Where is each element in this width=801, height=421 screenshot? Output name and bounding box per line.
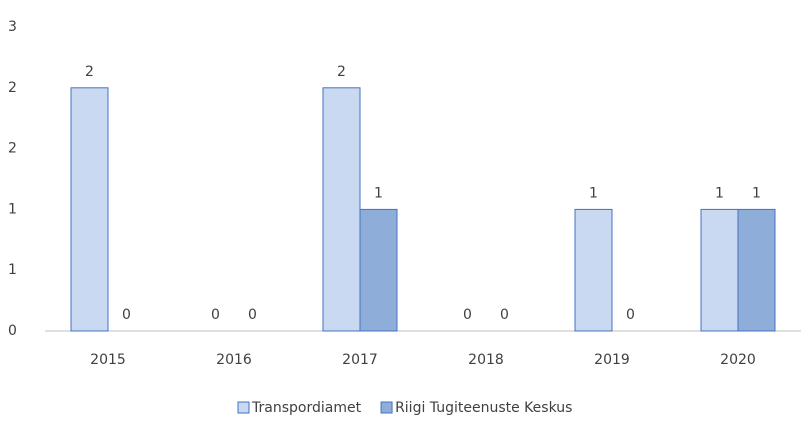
data-label: 0: [626, 307, 635, 323]
y-tick-label: 1: [8, 201, 17, 217]
legend-swatch: [237, 401, 250, 414]
data-label: 0: [463, 307, 472, 323]
bar: [737, 208, 776, 332]
bar: [359, 208, 398, 332]
data-label: 1: [752, 185, 761, 201]
bar: [70, 87, 109, 332]
data-label: 2: [337, 64, 346, 80]
y-tick-label: 1: [8, 262, 17, 278]
bar: [322, 87, 361, 332]
legend-label: Riigi Tugiteenuste Keskus: [395, 400, 572, 416]
x-tick-label: 2016: [216, 352, 252, 368]
data-label: 2: [85, 64, 94, 80]
legend-label: Transpordiamet: [251, 400, 362, 416]
data-label: 1: [715, 185, 724, 201]
data-label: 0: [500, 307, 509, 323]
data-label: 0: [248, 307, 257, 323]
y-tick-label: 0: [8, 323, 17, 339]
y-tick-label: 3: [8, 19, 17, 35]
data-label: 1: [374, 185, 383, 201]
data-label: 0: [211, 307, 220, 323]
legend-swatch: [380, 401, 393, 414]
data-label: 1: [589, 185, 598, 201]
data-label: 0: [122, 307, 131, 323]
y-tick-label: 2: [8, 141, 17, 157]
bar: [700, 208, 739, 332]
x-tick-label: 2015: [90, 352, 126, 368]
x-tick-label: 2020: [720, 352, 756, 368]
x-tick-label: 2019: [594, 352, 630, 368]
bar: [574, 208, 613, 332]
x-tick-label: 2018: [468, 352, 504, 368]
x-tick-label: 2017: [342, 352, 378, 368]
y-tick-label: 2: [8, 80, 17, 96]
